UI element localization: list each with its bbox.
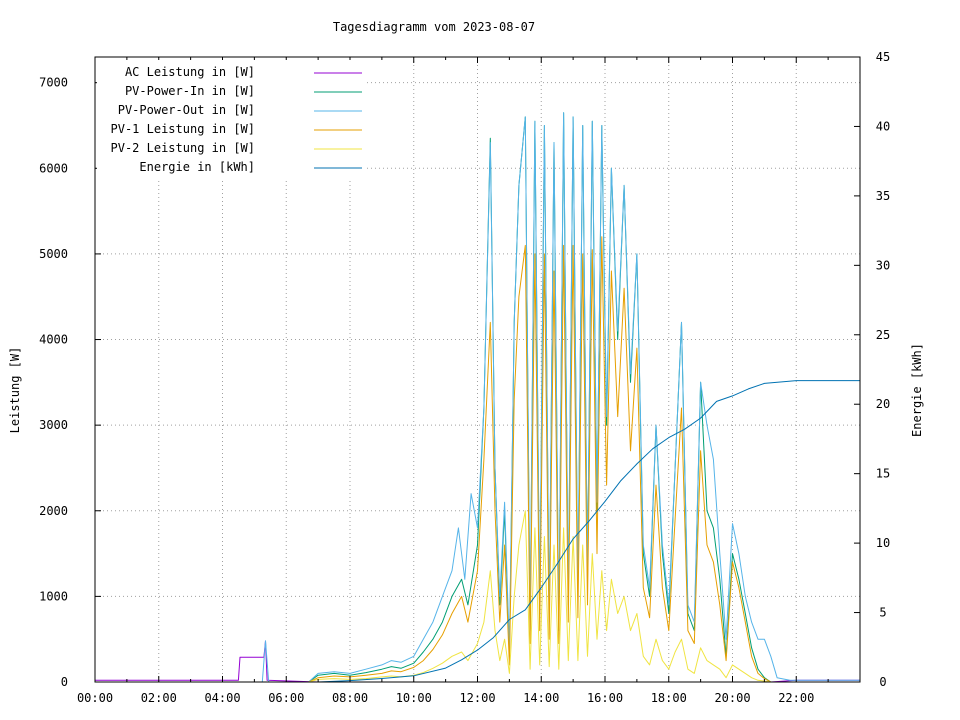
x-tick-label: 18:00 [651,691,687,705]
chart-title: Tagesdiagramm vom 2023-08-07 [333,20,535,34]
legend-label: PV-1 Leistung in [W] [111,122,256,136]
y-tick-label: 7000 [39,76,68,90]
y2-axis-ticks: 0 5 10 15 20 25 30 35 40 45 [854,50,890,689]
legend-label: AC Leistung in [W] [125,65,255,79]
x-tick-label: 06:00 [268,691,304,705]
y-tick-label: 5000 [39,247,68,261]
x-tick-label: 16:00 [587,691,623,705]
y-tick-label: 4000 [39,333,68,347]
x-axis-ticks: 00:00 02:00 04:00 06:00 08:00 10:00 12:00 14:00… [77,57,829,705]
legend-background [97,60,367,178]
y-axis-ticks: 0 1000 2000 3000 4000 5000 6000 7000 [39,76,101,689]
y2-tick-label: 35 [876,189,890,203]
y2-tick-label: 25 [876,328,890,342]
y-tick-label: 2000 [39,504,68,518]
x-tick-label: 02:00 [141,691,177,705]
y-tick-label: 0 [61,675,68,689]
y-tick-label: 3000 [39,418,68,432]
x-tick-label: 10:00 [396,691,432,705]
y-tick-label: 1000 [39,589,68,603]
x-tick-label: 14:00 [523,691,559,705]
x-tick-label: 22:00 [778,691,814,705]
series-line-0 [95,640,860,683]
x-tick-label: 00:00 [77,691,113,705]
legend-label: PV-2 Leistung in [W] [111,141,256,155]
legend-label: Energie in [kWh] [139,160,255,174]
x-tick-label: 12:00 [459,691,495,705]
x-tick-label: 20:00 [714,691,750,705]
series-line-5 [95,380,860,683]
y2-tick-label: 45 [876,50,890,64]
y2-tick-label: 10 [876,536,890,550]
series-line-4 [308,510,771,683]
y2-tick-label: 40 [876,119,890,133]
legend-label: PV-Power-In in [W] [125,84,255,98]
x-tick-label: 08:00 [332,691,368,705]
y2-tick-label: 15 [876,467,890,481]
y2-tick-label: 0 [879,675,886,689]
y2-tick-label: 20 [876,397,890,411]
y2-axis-label: Energie [kWh] [910,343,924,437]
y2-tick-label: 5 [879,606,886,620]
y-tick-label: 6000 [39,161,68,175]
y2-tick-label: 30 [876,258,890,272]
y-axis-label: Leistung [W] [8,347,22,434]
legend: AC Leistung in [W] PV-Power-In in [W] PV-P… [97,60,367,178]
legend-label: PV-Power-Out in [W] [118,103,255,117]
x-tick-label: 04:00 [204,691,240,705]
series-layer [95,112,860,683]
series-line-3 [308,236,772,683]
